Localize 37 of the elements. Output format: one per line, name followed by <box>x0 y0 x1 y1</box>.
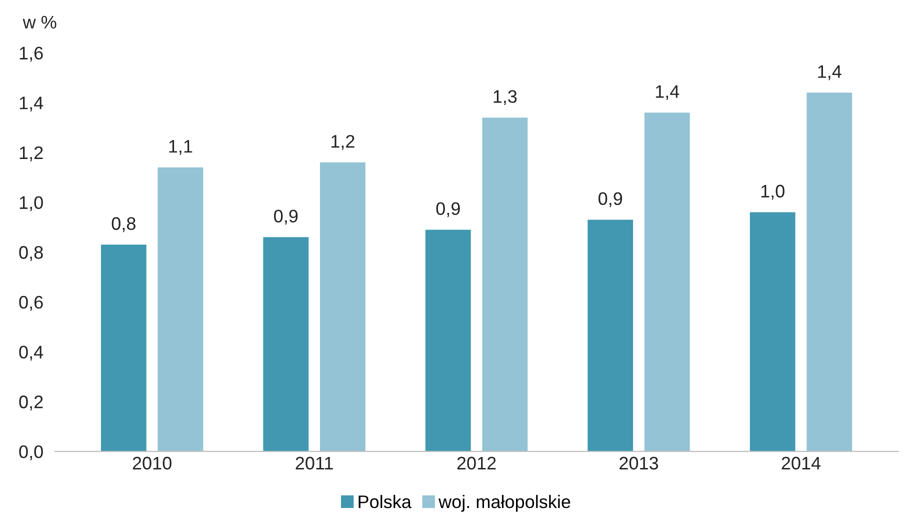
bar <box>482 118 528 452</box>
y-tick-label: 1,0 <box>20 196 43 212</box>
bar <box>100 244 146 452</box>
x-tick-label: 2011 <box>296 456 333 470</box>
y-tick-label: 0,2 <box>19 396 43 410</box>
y-tick-label: 1,4 <box>20 96 44 112</box>
data-label: 0,8 <box>112 217 136 232</box>
bar <box>588 220 634 452</box>
legend-label: woj. małopolskie <box>438 494 570 512</box>
data-label: 1,0 <box>761 184 784 200</box>
x-tick-label: 2012 <box>457 456 496 470</box>
data-label: 1,4 <box>818 65 842 80</box>
y-tick-label: 1,6 <box>20 46 43 62</box>
bar <box>263 237 309 452</box>
bar <box>644 112 690 452</box>
y-tick-label: 0,4 <box>19 346 44 361</box>
y-tick-label: 0,0 <box>19 445 43 460</box>
x-tick-label: 2013 <box>620 456 658 470</box>
y-axis-title: w % <box>22 16 56 29</box>
bar <box>750 212 796 452</box>
data-label: 1,1 <box>169 140 192 155</box>
data-label: 0,9 <box>598 192 622 208</box>
legend-label: Polska <box>358 494 412 508</box>
bar <box>425 230 471 452</box>
data-label: 1,4 <box>656 85 680 100</box>
x-tick-label: 2014 <box>782 456 821 470</box>
bar <box>806 92 852 452</box>
y-tick-label: 0,8 <box>19 246 43 261</box>
bar <box>158 167 204 452</box>
data-label: 1,2 <box>332 134 354 150</box>
data-label: 0,9 <box>274 210 298 225</box>
data-label: 0,9 <box>436 202 460 218</box>
x-tick-label: 2010 <box>132 456 172 470</box>
data-label: 1,3 <box>494 90 517 106</box>
y-tick-label: 0,6 <box>19 296 43 311</box>
y-tick-label: 1,2 <box>20 146 43 162</box>
bar <box>320 162 366 452</box>
